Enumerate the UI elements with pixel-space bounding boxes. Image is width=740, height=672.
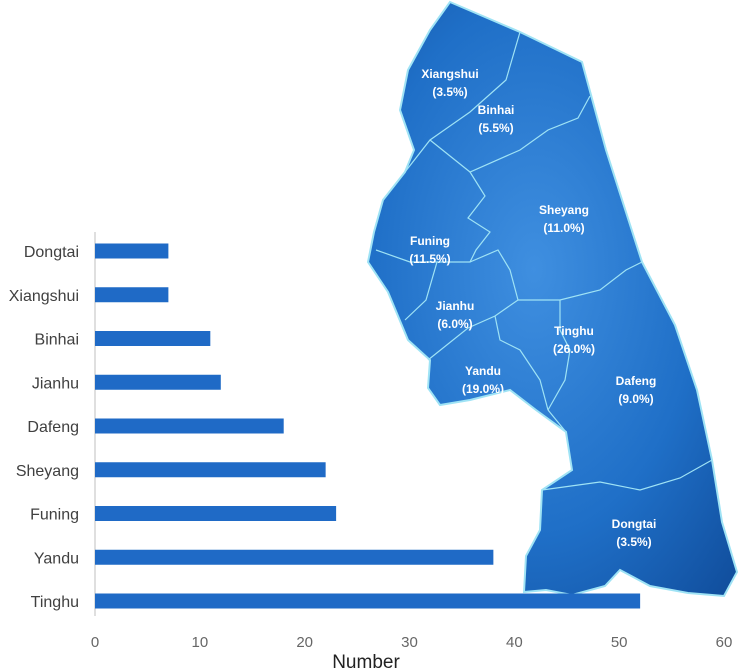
category-labels: Dongtai Xiangshui Binhai Jianhu Dafeng Sheyan…	[9, 244, 79, 611]
bar-jianhu	[95, 374, 221, 390]
x-tick-50: 50	[611, 634, 628, 651]
map-label-dafeng: Dafeng	[616, 374, 657, 388]
map-percent-binhai: (5.5%)	[478, 121, 513, 135]
map-percent-dongtai: (3.5%)	[616, 535, 651, 549]
bar-dongtai	[95, 243, 169, 259]
map-percent-funing: (11.5%)	[409, 252, 450, 266]
map-percent-yandu: (19.0%)	[462, 382, 504, 396]
category-label-funing: Funing	[30, 507, 79, 524]
map-percent-sheyang: (11.0%)	[543, 221, 584, 235]
bar-xiangshui	[95, 287, 169, 303]
map-label-tinghu: Tinghu	[554, 324, 594, 338]
x-axis-label: Number	[332, 652, 400, 672]
x-tick-10: 10	[191, 634, 208, 651]
category-label-yandu: Yandu	[34, 550, 79, 567]
bar-tinghu	[95, 593, 641, 609]
region-map: Xiangshui (3.5%) Binhai (5.5%) Sheyang (11.0%…	[366, 0, 739, 598]
x-tick-0: 0	[91, 634, 99, 651]
map-label-dongtai: Dongtai	[612, 517, 657, 531]
category-label-tinghu: Tinghu	[31, 594, 79, 611]
x-tick-60: 60	[716, 634, 733, 651]
bar-chart: Dongtai Xiangshui Binhai Jianhu Dafeng Sheyan…	[9, 232, 733, 672]
map-label-binhai: Binhai	[478, 103, 515, 117]
category-label-dafeng: Dafeng	[27, 419, 79, 436]
map-label-funing: Funing	[410, 234, 450, 248]
x-tick-40: 40	[506, 634, 523, 651]
map-percent-jianhu: (6.0%)	[437, 317, 472, 331]
category-label-xiangshui: Xiangshui	[9, 288, 79, 305]
bar-funing	[95, 506, 337, 521]
map-outline	[366, 0, 739, 598]
x-tick-20: 20	[296, 634, 313, 651]
map-label-xiangshui: Xiangshui	[421, 67, 478, 81]
region-labels: Xiangshui (3.5%) Binhai (5.5%) Sheyang (11.0%…	[409, 67, 656, 549]
bars	[95, 243, 641, 609]
map-label-jianhu: Jianhu	[436, 299, 475, 313]
map-percent-xiangshui: (3.5%)	[432, 85, 467, 99]
map-label-sheyang: Sheyang	[539, 203, 589, 217]
category-label-binhai: Binhai	[35, 332, 79, 349]
category-label-sheyang: Sheyang	[16, 463, 79, 480]
bar-dafeng	[95, 418, 284, 434]
map-label-yandu: Yandu	[465, 364, 501, 378]
bar-sheyang	[95, 462, 326, 478]
bar-binhai	[95, 331, 211, 346]
bar-yandu	[95, 549, 494, 565]
x-tick-30: 30	[401, 634, 418, 651]
category-label-jianhu: Jianhu	[32, 375, 79, 392]
x-tick-labels: 0 10 20 30 40 50 60	[91, 634, 733, 651]
region-borders	[375, 31, 713, 491]
map-percent-tinghu: (26.0%)	[553, 342, 595, 356]
category-label-dongtai: Dongtai	[24, 244, 79, 261]
map-percent-dafeng: (9.0%)	[618, 392, 653, 406]
